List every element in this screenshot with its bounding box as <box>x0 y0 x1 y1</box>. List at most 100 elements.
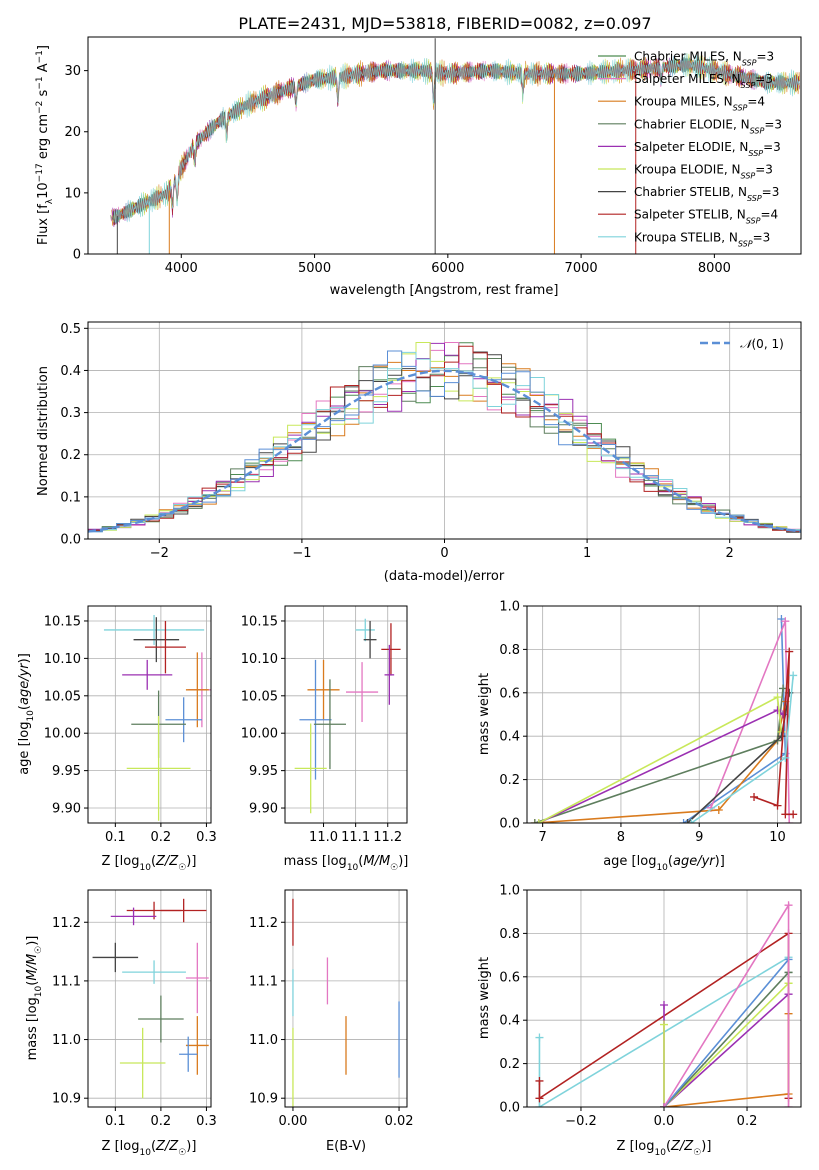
y-axis-label: mass weight <box>477 673 492 755</box>
x-tick-label: 7000 <box>565 261 598 276</box>
y-tick-label: 0.8 <box>499 927 520 942</box>
errorbar-point <box>126 715 191 821</box>
legend-entry-part: SSP <box>748 148 763 157</box>
x-axis-label-part: ☉ <box>178 863 186 873</box>
weight-marker <box>785 819 794 823</box>
weight-marker <box>781 810 790 819</box>
errorbar-point <box>313 679 346 770</box>
y-tick-label: 10.15 <box>44 614 81 629</box>
errorbar-point <box>165 697 202 743</box>
errorbar-point <box>179 1036 198 1072</box>
errorbar-point <box>160 898 207 923</box>
x-tick-label: 8000 <box>698 261 731 276</box>
legend-entry-part: Chabrier ELODIE, N <box>634 117 750 131</box>
weight-marker <box>773 801 782 810</box>
y-tick-label: 0.0 <box>499 817 520 832</box>
weight-marker <box>789 810 798 819</box>
x-tick-label: −2 <box>150 546 169 561</box>
y-tick-label: 10.00 <box>44 727 81 742</box>
errorbar-point <box>363 620 377 659</box>
weight-marker <box>784 901 793 910</box>
errorbar-point <box>110 907 157 926</box>
x-axis-label-part: Z/Z <box>670 1139 694 1154</box>
x-tick-label: 1 <box>583 546 591 561</box>
x-axis-label-part: 10 <box>139 1148 151 1158</box>
legend-entry: Chabrier STELIB, NSSP=3 <box>634 185 779 203</box>
y-tick-label: 0.2 <box>60 448 81 463</box>
weight-line <box>663 982 790 1107</box>
plot-area <box>530 615 798 823</box>
weight-marker <box>679 819 688 823</box>
legend-entry-part: =3 <box>755 163 773 177</box>
x-tick-label: 8 <box>617 830 625 845</box>
y-tick-label: 0.8 <box>499 643 520 658</box>
y-tick-label: 0.6 <box>499 970 520 985</box>
y-axis-label: Flux [fλ10−17 erg cm−2 s−1 A−1] <box>35 45 55 245</box>
x-axis-label-part: log <box>120 854 140 869</box>
y-axis-label-part: age/yr <box>17 662 32 705</box>
y-axis-label-part: M/M <box>25 954 40 981</box>
x-axis-label-part: 10 <box>656 863 668 873</box>
errorbar-point <box>294 723 327 814</box>
legend-entry-part: SSP <box>741 171 756 180</box>
y-tick-label: 10.05 <box>44 689 81 704</box>
y-tick-label: 0.3 <box>60 406 81 421</box>
legend-entry-part: Chabrier MILES, N <box>634 50 742 64</box>
legend-entry-part: =3 <box>762 185 780 199</box>
x-axis-label-part: ( <box>358 854 363 869</box>
y-tick-label: 11.0 <box>52 1033 81 1048</box>
weight-marker <box>750 792 759 801</box>
legend-entry-part: SSP <box>738 239 753 248</box>
weight-line <box>663 958 790 1107</box>
weight-marker <box>773 706 782 715</box>
x-tick-label: 0.2 <box>151 1114 172 1129</box>
legend-entry: Chabrier MILES, NSSP=3 <box>634 50 774 68</box>
x-axis-label-part: 10 <box>347 863 359 873</box>
y-axis-label-part: 10 <box>26 710 36 722</box>
x-axis-label-part: Z [ <box>617 1139 635 1154</box>
y-tick-label: 10.00 <box>241 727 278 742</box>
spectrum-line <box>113 52 800 224</box>
legend-entry-part: SSP <box>742 58 757 67</box>
plot-area <box>110 38 800 254</box>
y-tick-label: 10.9 <box>249 1092 278 1107</box>
y-axis-label-part: log <box>25 997 40 1017</box>
plot-area <box>103 614 211 821</box>
weight-marker <box>789 671 798 680</box>
x-axis-label-part: )] <box>186 854 196 869</box>
y-axis-label-part: −2 <box>35 101 45 114</box>
legend-entry-part: =3 <box>753 230 771 244</box>
x-tick-label: −0.2 <box>565 1114 597 1129</box>
legend: 𝒩(0, 1) <box>700 337 784 351</box>
x-axis-label-part: )] <box>701 1139 711 1154</box>
y-tick-label: 20 <box>64 125 81 140</box>
y-tick-label: 11.1 <box>249 974 278 989</box>
y-axis-label-part: ] <box>36 45 51 50</box>
weight-line <box>534 701 787 823</box>
x-axis-label-part: mass [ <box>284 854 327 869</box>
y-axis-label-part: λ <box>45 198 55 204</box>
x-axis-label: Z [log10(Z/Z☉)] <box>102 1139 197 1158</box>
legend-entry-part: 𝒩 <box>740 337 755 351</box>
x-tick-label: 11.2 <box>373 830 402 845</box>
x-axis-label: E(B-V) <box>326 1139 366 1154</box>
x-tick-label: 0.1 <box>105 830 126 845</box>
legend-entry-part: =3 <box>764 117 782 131</box>
x-axis-label-part: Z [ <box>102 854 120 869</box>
x-axis-label: Z [log10(Z/Z☉)] <box>617 1139 712 1158</box>
legend-entry-part: =3 <box>755 72 773 86</box>
weight-marker <box>535 1076 544 1085</box>
errorbar-point <box>119 1027 166 1099</box>
x-axis-label-part: log <box>637 854 657 869</box>
legend-entry-part: Salpeter MILES, N <box>634 72 741 86</box>
y-axis-label-part: )] <box>25 936 40 946</box>
y-axis-label-part: −1 <box>35 50 45 63</box>
weight-marker <box>687 819 696 823</box>
legend-entry: Kroupa STELIB, NSSP=3 <box>634 230 770 248</box>
axes-frame <box>284 605 408 824</box>
x-axis-label: Z [log10(Z/Z☉)] <box>102 854 197 873</box>
x-tick-label: 0.02 <box>385 1114 414 1129</box>
axes-frame <box>87 605 212 824</box>
